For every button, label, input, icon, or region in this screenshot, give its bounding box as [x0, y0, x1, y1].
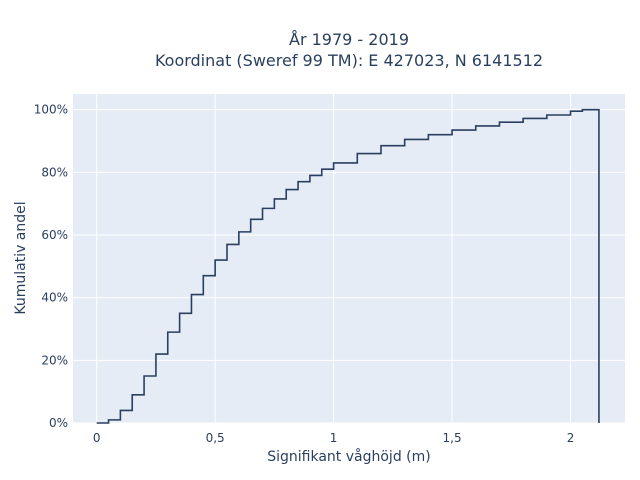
plot-area: [73, 94, 625, 423]
y-axis-ticks: 0% 20% 40% 60% 80% 100%: [34, 103, 68, 430]
y-axis-title: Kumulativ andel: [13, 201, 29, 314]
x-axis-ticks: 0 0,5 1 1,5 2: [93, 431, 574, 445]
y-tick-label: 40%: [41, 291, 68, 305]
cumulative-distribution-line: [96, 108, 600, 424]
y-tick-label: 80%: [41, 165, 68, 179]
chart-title-line-1: År 1979 - 2019: [289, 30, 409, 49]
y-tick-label: 100%: [34, 103, 68, 117]
x-tick-label: 0,5: [206, 431, 225, 445]
y-tick-label: 20%: [41, 353, 68, 367]
x-axis-title: Signifikant våghöjd (m): [267, 448, 430, 465]
grid-lines: [73, 94, 625, 424]
x-tick-label: 1,5: [443, 431, 462, 445]
y-tick-label: 0%: [49, 416, 68, 430]
series-layer: [96, 108, 600, 424]
y-tick-label: 60%: [41, 228, 68, 242]
x-tick-label: 2: [567, 431, 575, 445]
x-tick-label: 0: [93, 431, 101, 445]
x-tick-label: 1: [330, 431, 338, 445]
chart-title-line-2: Koordinat (Sweref 99 TM): E 427023, N 61…: [155, 51, 543, 70]
